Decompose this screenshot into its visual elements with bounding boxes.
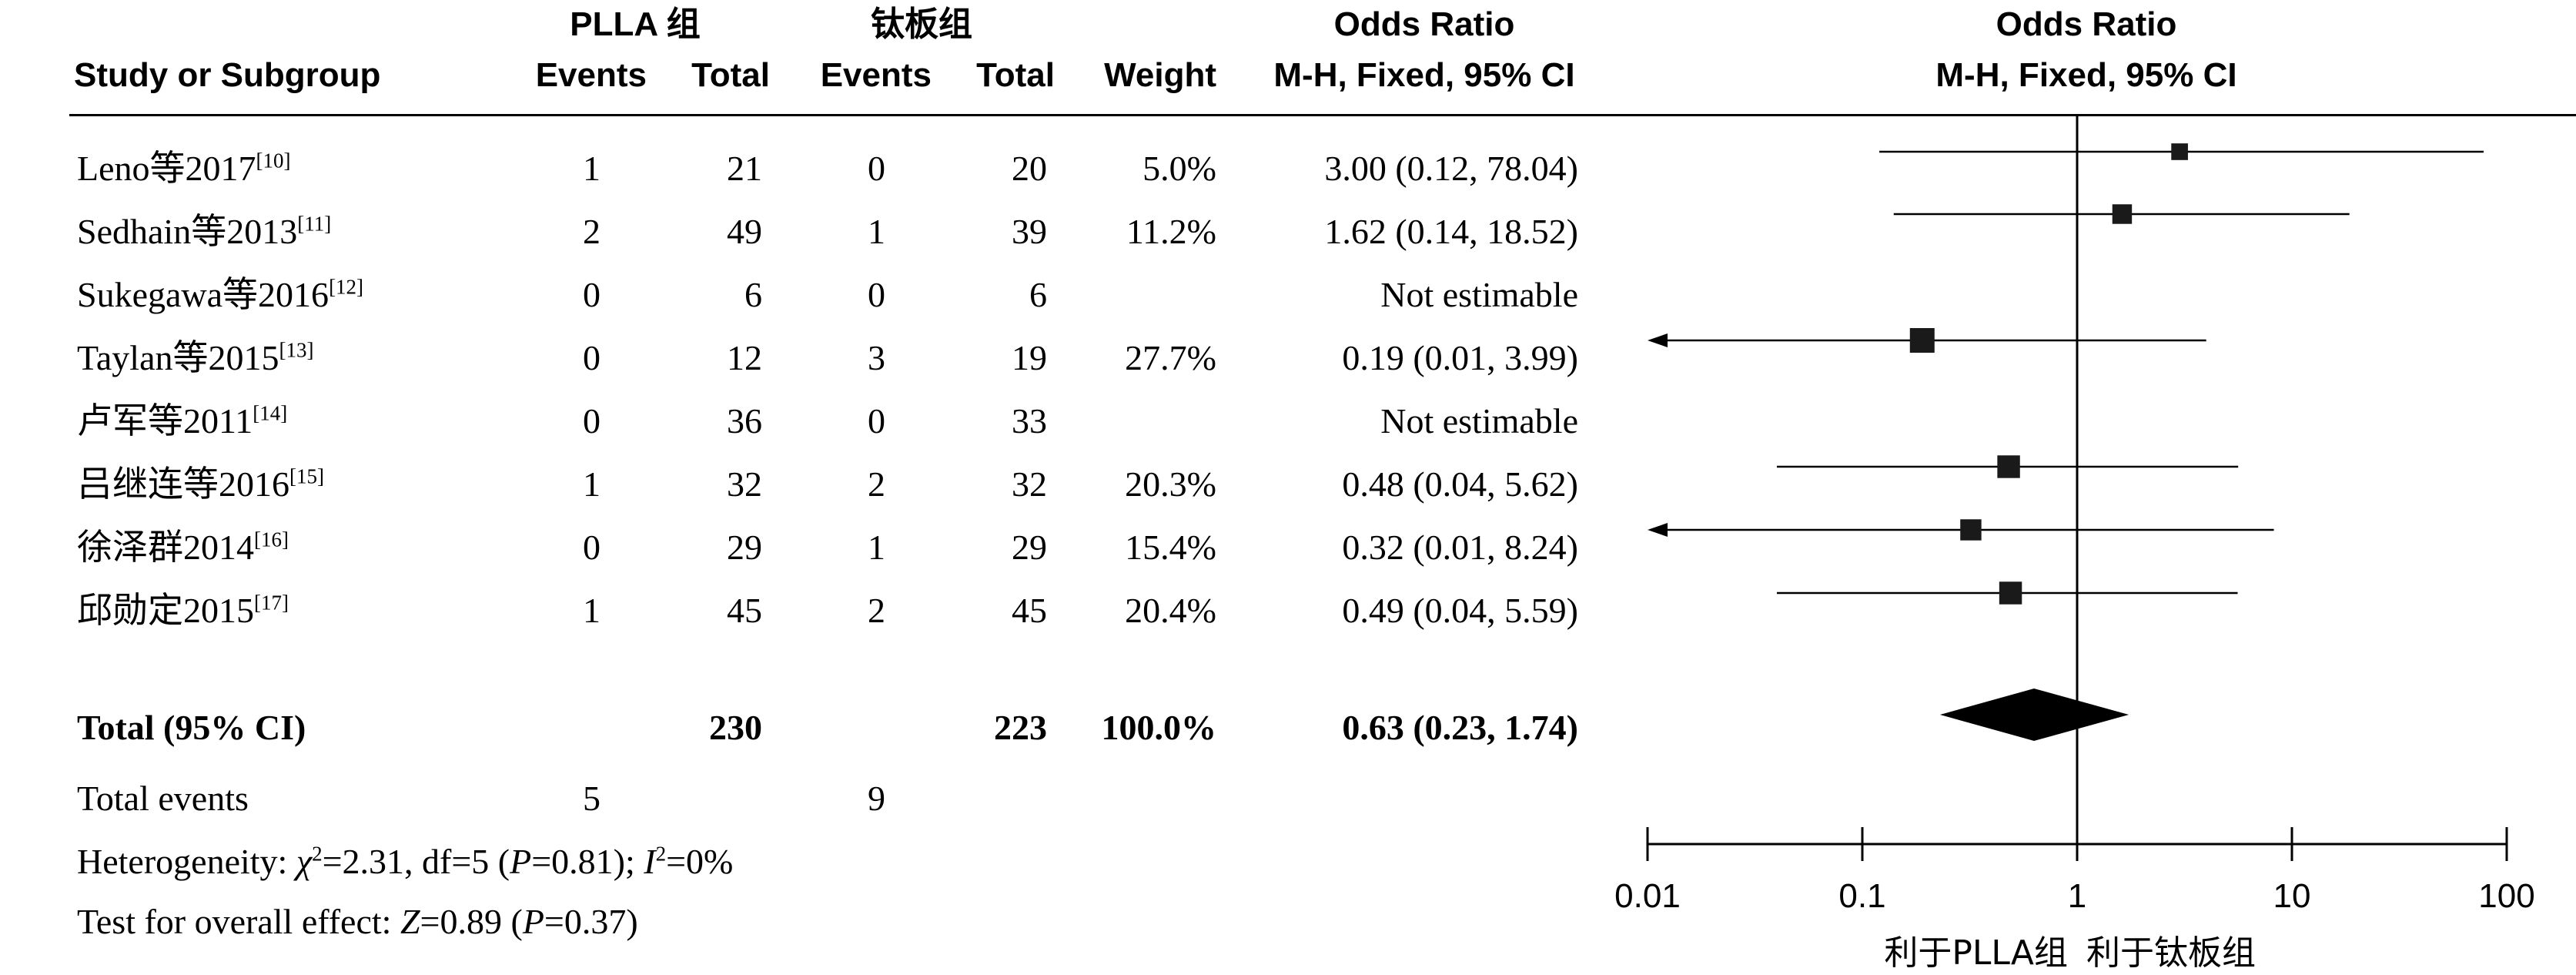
- group2-events-header: Events: [820, 56, 932, 94]
- group1-header: PLLA 组: [570, 5, 701, 43]
- group2-total-events: 9: [868, 779, 885, 818]
- or-ci-cell: 0.32 (0.01, 8.24): [1342, 528, 1578, 567]
- group1-events-cell: 1: [583, 149, 601, 188]
- study-point-marker: [2112, 204, 2133, 224]
- favours-left-label: 利于PLLA组: [1884, 933, 2068, 973]
- group1-total-cell: 29: [727, 528, 762, 567]
- group2-events-cell: 3: [868, 338, 885, 377]
- pooled-or-ci: 0.63 (0.23, 1.74): [1342, 708, 1578, 747]
- study-column-header: Study or Subgroup: [74, 56, 381, 94]
- group1-events-cell: 1: [583, 591, 601, 630]
- study-name: Sukegawa等2016[12]: [77, 275, 364, 314]
- group2-total-cell: 32: [1012, 464, 1047, 504]
- group1-events-header: Events: [535, 56, 647, 94]
- group1-total-sum: 230: [709, 708, 762, 747]
- group2-events-cell: 0: [868, 401, 885, 441]
- study-name: Leno等2017[10]: [77, 149, 291, 188]
- group2-total-cell: 29: [1012, 528, 1047, 567]
- group1-total-cell: 45: [727, 591, 762, 630]
- study-point-marker: [1999, 581, 2022, 605]
- group1-events-cell: 2: [583, 212, 601, 251]
- group2-total-cell: 20: [1012, 149, 1047, 188]
- weight-cell: 5.0%: [1142, 149, 1216, 188]
- or-plot-title: Odds Ratio: [1996, 5, 2177, 43]
- or-column-title: Odds Ratio: [1333, 5, 1515, 43]
- or-ci-cell: 0.49 (0.04, 5.59): [1342, 591, 1578, 630]
- group1-total-events: 5: [583, 779, 601, 818]
- group2-events-cell: 2: [868, 591, 885, 630]
- group1-events-cell: 0: [583, 275, 601, 314]
- study-name: 吕继连等2016[15]: [77, 464, 324, 504]
- weight-cell: 11.2%: [1126, 212, 1216, 251]
- group1-total-cell: 32: [727, 464, 762, 504]
- weight-cell: 20.3%: [1125, 464, 1216, 504]
- group2-total-header: Total: [976, 56, 1055, 94]
- or-ci-cell: Not estimable: [1380, 275, 1578, 314]
- or-ci-cell: 0.19 (0.01, 3.99): [1342, 338, 1578, 377]
- study-point-marker: [1960, 519, 1982, 541]
- x-tick-label: 100: [2478, 877, 2534, 915]
- heterogeneity-text: Heterogeneity: χ2=2.31, df=5 (P=0.81); I…: [77, 842, 734, 881]
- group2-events-cell: 2: [868, 464, 885, 504]
- study-name: Taylan等2015[13]: [77, 338, 314, 377]
- group1-events-cell: 0: [583, 401, 601, 441]
- overall-effect-text: Test for overall effect: Z=0.89 (P=0.37): [77, 902, 638, 941]
- group2-events-cell: 1: [868, 528, 885, 567]
- header-rule: [69, 114, 2576, 116]
- study-name: Sedhain等2013[11]: [77, 212, 332, 251]
- x-tick-label: 10: [2273, 877, 2311, 915]
- study-name: 徐泽群2014[16]: [77, 528, 289, 567]
- weight-cell: 15.4%: [1125, 528, 1216, 567]
- group2-total-cell: 19: [1012, 338, 1047, 377]
- group1-total-cell: 12: [727, 338, 762, 377]
- study-point-marker: [2171, 143, 2188, 160]
- favours-right-label: 利于钛板组: [2086, 933, 2256, 973]
- or-ci-cell: 3.00 (0.12, 78.04): [1324, 149, 1578, 188]
- weight-header: Weight: [1104, 56, 1216, 94]
- or-ci-cell: Not estimable: [1380, 401, 1578, 441]
- group1-total-cell: 21: [727, 149, 762, 188]
- x-tick-label: 0.1: [1838, 877, 1885, 915]
- x-tick-label: 0.01: [1614, 877, 1681, 915]
- weight-cell: 27.7%: [1125, 338, 1216, 377]
- group2-total-sum: 223: [994, 708, 1047, 747]
- total-events-label: Total events: [77, 779, 249, 818]
- study-point-marker: [1997, 455, 2020, 478]
- group1-total-header: Total: [691, 56, 770, 94]
- group2-events-cell: 1: [868, 212, 885, 251]
- or-column-method: M-H, Fixed, 95% CI: [1273, 56, 1575, 94]
- study-name: 卢军等2011[14]: [77, 401, 288, 441]
- study-point-marker: [1909, 328, 1935, 353]
- or-ci-cell: 1.62 (0.14, 18.52): [1324, 212, 1578, 251]
- total-label: Total (95% CI): [77, 708, 306, 747]
- group1-total-cell: 49: [727, 212, 762, 251]
- x-tick-label: 1: [2068, 877, 2086, 915]
- study-name: 邱勋定2015[17]: [77, 591, 289, 630]
- group2-total-cell: 33: [1012, 401, 1047, 441]
- weight-cell: 20.4%: [1125, 591, 1216, 630]
- or-ci-cell: 0.48 (0.04, 5.62): [1342, 464, 1578, 504]
- group2-total-cell: 39: [1012, 212, 1047, 251]
- group2-header: 钛板组: [871, 5, 972, 43]
- group1-total-cell: 6: [744, 275, 762, 314]
- group1-total-cell: 36: [727, 401, 762, 441]
- pooled-diamond: [1939, 689, 2129, 741]
- group2-events-cell: 0: [868, 149, 885, 188]
- group2-events-cell: 0: [868, 275, 885, 314]
- total-weight: 100.0%: [1101, 708, 1217, 747]
- group2-total-cell: 45: [1012, 591, 1047, 630]
- or-plot-method: M-H, Fixed, 95% CI: [1935, 56, 2237, 94]
- group1-events-cell: 0: [583, 338, 601, 377]
- group1-events-cell: 1: [583, 464, 601, 504]
- group1-events-cell: 0: [583, 528, 601, 567]
- group2-total-cell: 6: [1029, 275, 1047, 314]
